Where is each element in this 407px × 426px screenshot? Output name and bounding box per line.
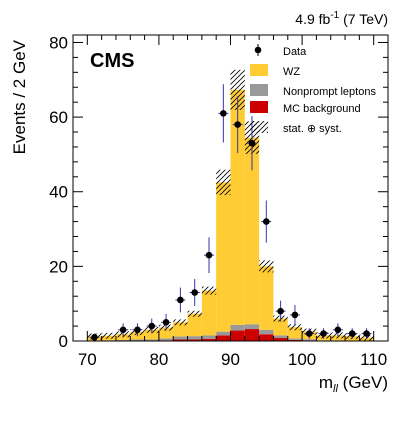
data-point-18: [363, 330, 370, 337]
legend-entry-mc-background: MC background: [250, 101, 361, 115]
svg-text:MC background: MC background: [283, 103, 361, 115]
data-point-2: [134, 326, 141, 334]
syst-band-9: [216, 169, 231, 196]
bar-wz-14: [287, 327, 303, 339]
bar-nonprompt-leptons-15: [302, 339, 317, 341]
bar-nonprompt-leptons-6: [173, 336, 188, 340]
bar-nonprompt-leptons-5: [158, 338, 174, 341]
data-point-8: [220, 110, 227, 117]
bar-nonprompt-leptons-13: [273, 335, 288, 339]
bar-wz-7: [187, 313, 202, 337]
bar-nonprompt-leptons-11: [244, 324, 260, 330]
bar-mc-background-11: [244, 329, 260, 341]
bar-wz-5: [158, 327, 174, 339]
svg-text:Data: Data: [283, 46, 307, 58]
legend-entry-nonprompt: Nonprompt leptons: [250, 84, 376, 98]
luminosity-exponent: -1: [330, 10, 339, 21]
syst-band-6: [173, 319, 188, 326]
x-tick-label-90: 90: [221, 350, 240, 369]
bar-nonprompt-leptons-7: [187, 336, 202, 340]
y-tick-label-60: 60: [49, 108, 68, 127]
data-point-7: [205, 251, 213, 259]
bar-nonprompt-leptons-4: [144, 339, 159, 341]
bar-mc-background-9: [216, 335, 231, 341]
bar-nonprompt-leptons-9: [216, 331, 231, 336]
bar-wz-9: [216, 182, 231, 332]
bar-mc-background-10: [230, 330, 245, 341]
data-point-9: [234, 121, 241, 128]
x-axis-label: mll (GeV): [319, 373, 388, 395]
data-point-14: [305, 330, 313, 337]
svg-text:Nonprompt leptons: Nonprompt leptons: [283, 86, 376, 98]
data-point-12: [277, 307, 284, 315]
bar-mc-background-13: [273, 338, 288, 341]
bar-wz-6: [173, 322, 188, 337]
bar-wz-8: [201, 290, 217, 336]
syst-band-8: [201, 286, 217, 295]
bar-wz-11: [244, 137, 260, 325]
y-tick-label-80: 80: [49, 33, 68, 52]
syst-band-14: [287, 324, 303, 331]
legend-entry-wz: WZ: [250, 64, 300, 78]
data-points: [89, 84, 372, 341]
bar-nonprompt-leptons-2: [115, 339, 131, 341]
bar-nonprompt-leptons-8: [201, 335, 217, 339]
data-point-3: [148, 322, 156, 330]
bar-mc-background-8: [201, 338, 217, 341]
data-point-11: [262, 218, 270, 225]
syst-band-10: [230, 69, 245, 110]
data-point-1: [119, 326, 127, 334]
y-tick-label-40: 40: [49, 183, 68, 202]
luminosity-label: 4.9 fb-1 (7 TeV): [295, 10, 388, 27]
bar-nonprompt-leptons-14: [287, 338, 303, 340]
data-point-16: [334, 326, 342, 334]
bar-wz-13: [273, 318, 288, 336]
bar-mc-background-6: [173, 339, 188, 341]
svg-text:stat. ⊕ syst.: stat. ⊕ syst.: [283, 123, 342, 135]
data-point-10: [248, 139, 256, 147]
x-tick-label-110: 110: [360, 350, 387, 369]
bar-nonprompt-leptons-12: [259, 329, 274, 335]
legend: Data WZ Nonprompt leptons MC background …: [250, 44, 376, 135]
y-tick-label-0: 0: [59, 332, 68, 351]
x-tick-label-100: 100: [288, 350, 316, 369]
axis-ticks: 70 80 90 100 110 0 20 40 60 80: [49, 33, 389, 369]
legend-entry-data: Data: [254, 44, 307, 58]
y-tick-label-20: 20: [49, 257, 68, 276]
syst-band-7: [187, 310, 202, 317]
x-axis-label-subscript: ll: [333, 383, 338, 395]
data-point-4: [162, 319, 170, 326]
experiment-label: CMS: [90, 50, 134, 72]
svg-text:WZ: WZ: [283, 66, 300, 78]
legend-entry-syst-band: stat. ⊕ syst.: [250, 121, 342, 135]
bar-wz-12: [259, 266, 274, 330]
bar-wz-4: [144, 329, 159, 340]
data-point-13: [291, 311, 299, 319]
bar-mc-background-14: [287, 339, 303, 341]
x-tick-label-80: 80: [149, 350, 168, 369]
bar-nonprompt-leptons-3: [130, 339, 145, 341]
bar-wz-10: [230, 89, 245, 325]
syst-band-12: [259, 260, 274, 273]
y-axis-label: Events / 2 GeV: [10, 39, 29, 154]
x-tick-label-70: 70: [78, 350, 97, 369]
data-point-5: [177, 296, 184, 304]
data-point-0: [91, 333, 98, 341]
bar-mc-background-12: [259, 334, 274, 341]
bar-nonprompt-leptons-10: [230, 324, 245, 331]
data-point-15: [320, 330, 327, 337]
data-point-6: [191, 289, 199, 296]
bar-mc-background-7: [187, 339, 202, 341]
syst-band-1: [101, 332, 116, 339]
data-point-17: [348, 330, 356, 337]
